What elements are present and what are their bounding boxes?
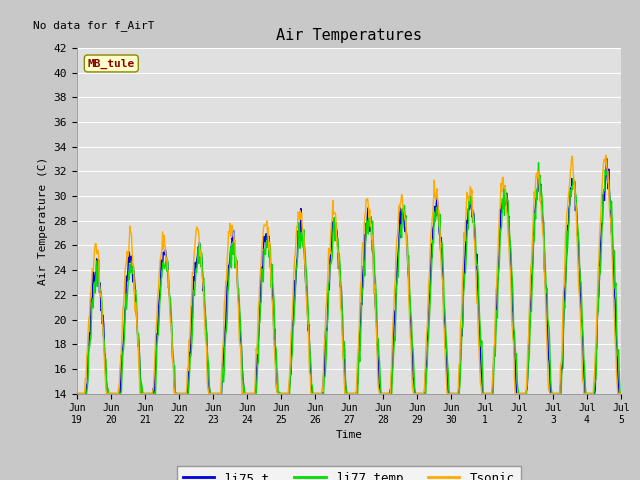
- li75_t: [284, 391, 292, 396]
- li75_t: [603, 156, 611, 161]
- li77_temp: [405, 253, 413, 259]
- li77_temp: [284, 391, 292, 396]
- Legend: li75_t, li77_temp, Tsonic: li75_t, li77_temp, Tsonic: [177, 466, 521, 480]
- X-axis label: Time: Time: [335, 431, 362, 441]
- Line: li77_temp: li77_temp: [77, 163, 621, 394]
- li75_t: [73, 391, 81, 396]
- li75_t: [435, 229, 443, 235]
- Line: Tsonic: Tsonic: [77, 156, 621, 394]
- Tsonic: [617, 391, 625, 396]
- li75_t: [237, 339, 244, 345]
- Tsonic: [405, 296, 413, 301]
- li77_temp: [534, 160, 542, 166]
- Text: No data for f_AirT: No data for f_AirT: [33, 20, 155, 31]
- Tsonic: [73, 391, 81, 396]
- li75_t: [405, 276, 413, 282]
- li77_temp: [137, 391, 145, 396]
- li75_t: [617, 391, 625, 396]
- Y-axis label: Air Temperature (C): Air Temperature (C): [38, 156, 48, 285]
- Tsonic: [602, 153, 610, 158]
- li77_temp: [73, 391, 81, 396]
- li77_temp: [264, 231, 271, 237]
- li75_t: [137, 378, 145, 384]
- Tsonic: [137, 391, 145, 396]
- Tsonic: [237, 346, 244, 352]
- Tsonic: [264, 232, 271, 238]
- Tsonic: [284, 391, 292, 396]
- li75_t: [264, 230, 271, 236]
- li77_temp: [617, 391, 625, 396]
- Title: Air Temperatures: Air Temperatures: [276, 28, 422, 43]
- li77_temp: [435, 224, 443, 230]
- li77_temp: [237, 324, 244, 330]
- Line: li75_t: li75_t: [77, 158, 621, 394]
- Tsonic: [435, 218, 443, 224]
- Text: MB_tule: MB_tule: [88, 59, 135, 69]
